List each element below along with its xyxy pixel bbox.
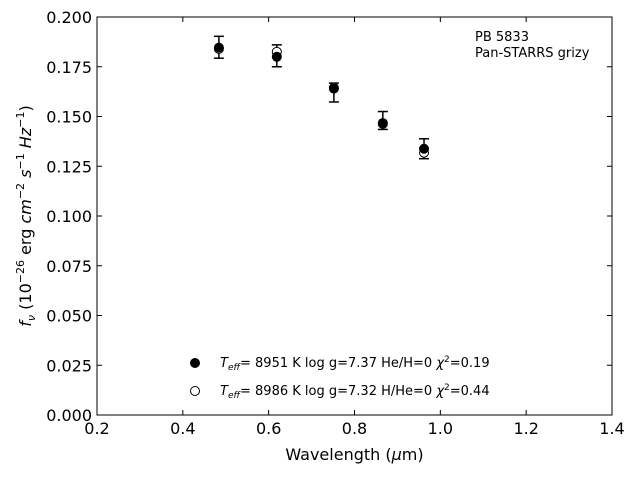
y-tick-label: 0.075 (46, 257, 92, 276)
legend-entry-1: Teff= 8951 K log g=7.37 He/H=0 χ2=0.19 (220, 355, 490, 373)
x-tick-label: 0.6 (256, 419, 281, 438)
y-axis-label: fν (10−26 erg cm−2 s−1 Hz−1) (14, 105, 38, 326)
plot-frame (96, 16, 613, 416)
legend-1-chi2: =0.19 (450, 356, 490, 371)
x-axis-label: Wavelength (μm) (285, 445, 423, 464)
legend: Teff= 8951 K log g=7.37 He/H=0 χ2=0.19 T… (190, 355, 490, 401)
y-tick-label: 0.200 (46, 8, 92, 27)
annotation-survey: Pan-STARRS grizy (475, 46, 590, 61)
x-tick-label: 0.4 (170, 419, 195, 438)
x-tick-label: 0.2 (84, 419, 109, 438)
y-tick-label: 0.000 (46, 406, 92, 425)
y-tick-label: 0.150 (46, 108, 92, 127)
x-tick-label: 1.4 (599, 419, 624, 438)
x-tick-label: 0.8 (342, 419, 367, 438)
model-point-filled (271, 51, 282, 62)
y-tick-label: 0.100 (46, 207, 92, 226)
model-point-filled (213, 42, 224, 53)
data-marks (213, 35, 430, 160)
model-point-filled (419, 143, 430, 154)
model-point-filled (328, 83, 339, 94)
legend-marker-open (190, 386, 200, 396)
legend-2-teff: 8986 (255, 384, 288, 399)
y-tick-label: 0.025 (46, 356, 92, 375)
y-tick-label: 0.125 (46, 157, 92, 176)
x-tick-label: 1.0 (428, 419, 453, 438)
annotation-star-name: PB 5833 (475, 30, 529, 45)
x-tick-label: 1.2 (513, 419, 538, 438)
legend-2-chi2: =0.44 (450, 384, 490, 399)
y-tick-label: 0.050 (46, 307, 92, 326)
axis-ticks: 0.2 0.4 0.6 0.8 1.0 1.2 1.4 0.000 0.025 0.050 0.07… (46, 8, 625, 438)
legend-1-params: K log g=7.37 He/H=0 (292, 356, 432, 371)
legend-1-teff: 8951 (255, 356, 288, 371)
legend-marker-filled (190, 358, 200, 368)
legend-2-params: K log g=7.32 H/He=0 (292, 384, 432, 399)
legend-entry-2: Teff= 8986 K log g=7.32 H/He=0 χ2=0.44 (220, 383, 490, 401)
model-point-filled (377, 118, 388, 129)
y-tick-label: 0.175 (46, 58, 92, 77)
